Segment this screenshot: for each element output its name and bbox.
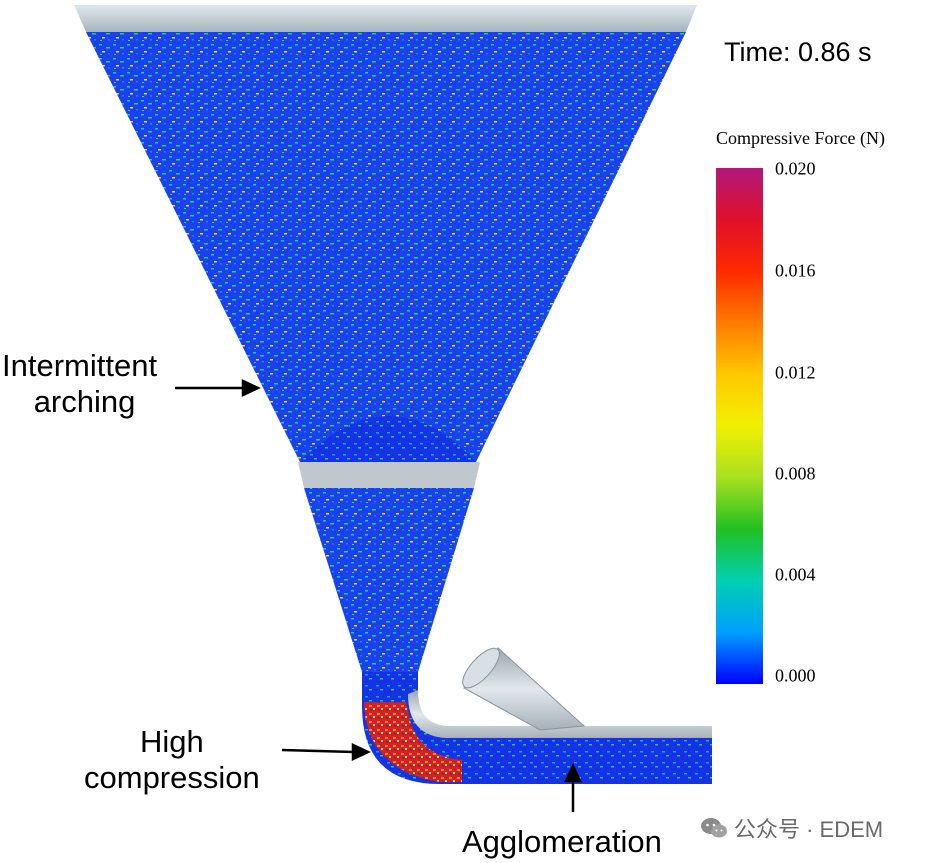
compression-label-line1: High xyxy=(139,724,204,759)
legend-title: Compressive Force (N) xyxy=(716,128,885,148)
compression-arrow xyxy=(281,743,371,761)
elbow-particles xyxy=(362,672,712,784)
arching-arrow xyxy=(175,379,261,397)
legend-tick: 0.012 xyxy=(775,362,816,383)
side-pipe-end xyxy=(462,647,500,689)
arching-label-line1: Intermittent xyxy=(2,348,158,383)
hopper-rim xyxy=(74,5,697,32)
watermark: 公众号 · EDEM xyxy=(700,812,883,844)
high-compression-region xyxy=(364,702,462,782)
arching-label-line2: arching xyxy=(33,384,136,419)
lower-cone-particles xyxy=(304,488,474,672)
arch-region xyxy=(300,416,476,462)
time-readout: Time: 0.86 s xyxy=(724,37,872,67)
arch-gap xyxy=(298,462,480,488)
pipe-wall xyxy=(408,690,712,738)
agglomeration-label: Agglomeration xyxy=(462,824,662,859)
upper-cone-particles xyxy=(86,32,686,462)
legend-tick: 0.020 xyxy=(775,158,816,179)
legend-tick: 0.016 xyxy=(775,260,816,281)
legend-tick: 0.004 xyxy=(775,564,816,585)
legend-tick: 0.000 xyxy=(775,665,816,686)
compression-label: High compression xyxy=(84,724,260,796)
colorbar xyxy=(716,168,763,684)
arching-label: Intermittent arching xyxy=(2,348,157,420)
wechat-icon xyxy=(701,818,727,838)
watermark-text: 公众号 · EDEM xyxy=(734,817,884,842)
compression-label-line2: compression xyxy=(84,760,260,795)
legend-tick: 0.008 xyxy=(775,463,816,484)
agglomeration-arrow xyxy=(564,763,582,812)
